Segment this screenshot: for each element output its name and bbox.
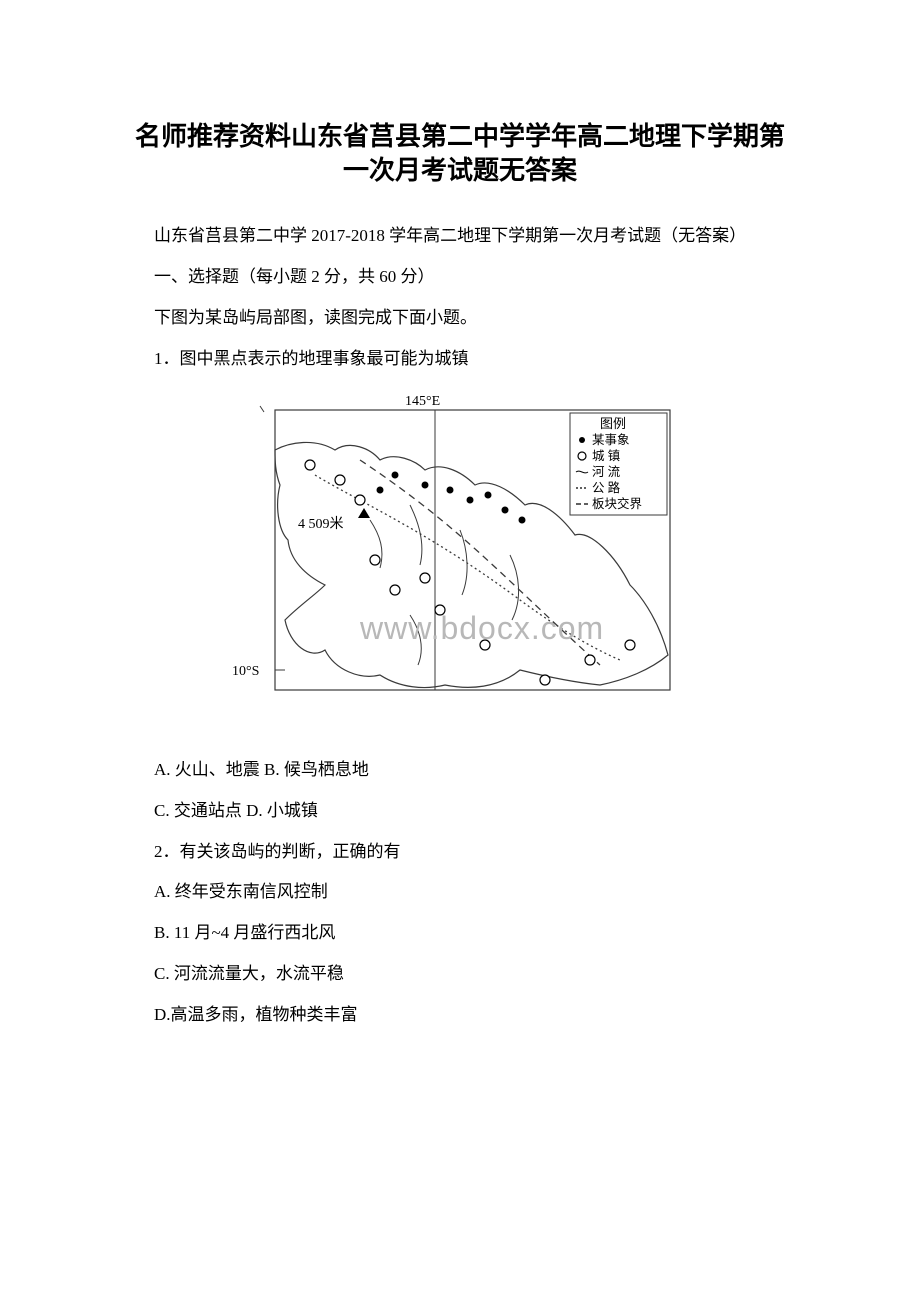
legend-item-1: 城 镇 xyxy=(592,449,620,463)
q1-options-cd: C. 交通站点 D. 小城镇 xyxy=(120,791,800,832)
legend-item-4: 板块交界 xyxy=(592,496,643,511)
q2-option-b: B. 11 月~4 月盛行西北风 xyxy=(120,913,800,954)
question-1: 1．图中黑点表示的地理事象最可能为城镇 xyxy=(120,339,800,378)
intro-paragraph: 山东省莒县第二中学 2017-2018 学年高二地理下学期第一次月考试题（无答案… xyxy=(120,216,800,255)
map-svg: 145°E 10°S 4 509米 xyxy=(230,390,710,720)
legend-title: 图例 xyxy=(600,416,626,431)
q2-option-a: A. 终年受东南信风控制 xyxy=(120,872,800,913)
elevation-label: 4 509米 xyxy=(298,516,344,532)
legend-item-2: 河 流 xyxy=(592,465,621,479)
title-line-1: 名师推荐资料山东省莒县第二中学学年高二地理下学期第 xyxy=(135,121,785,151)
figure-prompt: 下图为某岛屿局部图，读图完成下面小题。 xyxy=(120,298,800,337)
section-heading: 一、选择题（每小题 2 分，共 60 分） xyxy=(120,257,800,296)
latitude-label: 10°S xyxy=(232,664,259,679)
q2-option-d: D.高温多雨，植物种类丰富 xyxy=(120,995,800,1036)
legend-item-3: 公 路 xyxy=(592,480,621,495)
q2-option-c: C. 河流流量大，水流平稳 xyxy=(120,954,800,995)
map-figure: 145°E 10°S 4 509米 xyxy=(230,390,710,720)
document-title: 名师推荐资料山东省莒县第二中学学年高二地理下学期第 一次月考试题无答案 xyxy=(120,120,800,188)
longitude-label: 145°E xyxy=(405,394,440,409)
q1-options-ab: A. 火山、地震 B. 候鸟栖息地 xyxy=(120,750,800,791)
legend-item-0: 某事象 xyxy=(592,433,630,447)
question-2: 2．有关该岛屿的判断，正确的有 xyxy=(120,832,800,873)
answers-block: A. 火山、地震 B. 候鸟栖息地 C. 交通站点 D. 小城镇 2．有关该岛屿… xyxy=(120,750,800,1036)
title-line-2: 一次月考试题无答案 xyxy=(343,155,577,185)
